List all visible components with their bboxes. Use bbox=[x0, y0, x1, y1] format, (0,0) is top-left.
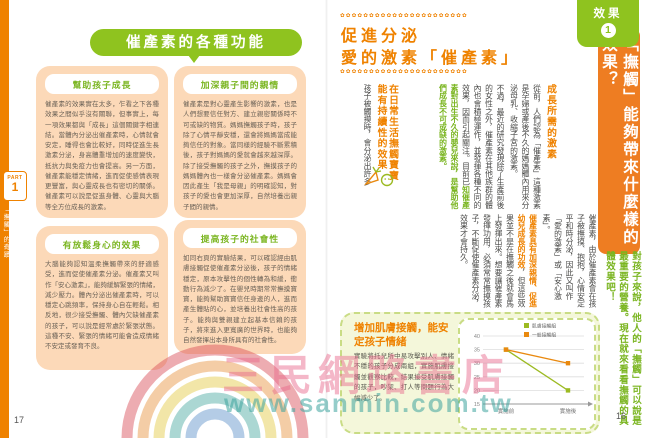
highlighted-text-green: 知催產素對出生不久的嬰兒來說，是幫助他們成長不可或缺的激素。 bbox=[438, 84, 471, 209]
chapter-intro-text: 對孩子來說，他人的「撫觸」可以說是最重要的營養。現在就來看看撫觸的具體效果吧！ bbox=[604, 251, 641, 427]
part-number: 1 bbox=[11, 180, 19, 194]
effect-badge-number: 1 bbox=[600, 23, 616, 38]
chapter-vertical-title: 「撫觸」能夠帶來什麼樣的效果？ bbox=[600, 36, 638, 246]
box-body: 催產素是對心靈產生影響的激素，也是人們想要信任對方、建立親密關係時不可或缺的物質… bbox=[183, 101, 297, 211]
benefit-box-social: 提高孩子的社會性 如同右頁的實驗結果，可以確認經由肌膚接觸促使催產素分泌後，孩子… bbox=[174, 220, 306, 354]
part-tab: PART 1 bbox=[3, 171, 27, 201]
left-page-banner: 催產素的各種功能 bbox=[90, 29, 302, 56]
experiment-title: 增加肌膚接觸，能安定孩子情緒 bbox=[354, 322, 449, 349]
ornament-row-top: ✿✿✿✿✿✿✿✿✿✿✿✿✿✿✿✿✿✿✿✿✿✿ bbox=[340, 13, 468, 19]
love-hormone-column-block: 催產素，由於催產素會在孩子被撫摸、抱抱，心情安定平和時分泌，因此又叫作「愛的激素… bbox=[402, 214, 600, 308]
right-page-title-line1: 促進分泌 bbox=[341, 28, 422, 45]
part-edge-strip bbox=[0, 0, 9, 438]
paragraph-text: ，但這些效果並不是在撫觸之後就會馬上發揮出來。想要讓催產素發揮功用，必須常常撫摸… bbox=[459, 214, 527, 308]
paragraph: 從前，人們認為「催產素」這種激素是孕婦或產後不久的媽媽體內用來分泌母乳、收縮子宮… bbox=[509, 84, 542, 209]
paragraph: 孩子被觸摸時，會分泌出許多 bbox=[363, 84, 372, 186]
chart-panel: 15 20 25 30 35 40 實施前 實施後 肌膚接觸組一般接觸組 bbox=[458, 318, 596, 430]
svg-text:25: 25 bbox=[474, 375, 480, 381]
paragraph: 催產素具有加深親情、促進幼兒成長的功效，但這些效果並不是在撫觸之後就會馬上發揮出… bbox=[458, 214, 539, 308]
box-body: 催產素的效果實在太多，乍看之下各種效果之間似乎沒有關聯，但事實上，每一項效果都與… bbox=[45, 101, 159, 211]
svg-text:20: 20 bbox=[474, 388, 480, 394]
right-page-title-line2: 愛的激素「催產素」 bbox=[341, 50, 522, 67]
svg-text:一般接觸組: 一般接觸組 bbox=[532, 332, 556, 339]
svg-text:實施後: 實施後 bbox=[560, 407, 577, 415]
growth-hormone-column-block: 成長所需的激素 從前，人們認為「催產素」這種激素是孕婦或產後不久的媽媽體內用來分… bbox=[400, 84, 557, 210]
part-label: PART bbox=[7, 175, 23, 181]
daily-touch-column-block: 在日常生活撫觸寶寶 能有持續性的效果 孩子被觸摸時，會分泌出許多 bbox=[336, 84, 398, 210]
benefit-box-relax: 有放鬆身心的效果 大腦能夠認知溫柔撫觸帶來的舒適感受，進而促使催產素分泌。催產素… bbox=[36, 226, 168, 370]
paragraph-text: 不過，最近的研究發現除了生產前後的女性之外，催產素在其他族群的體內也會積極運作，… bbox=[461, 84, 506, 209]
baby-carrot-illustration bbox=[363, 166, 394, 187]
svg-text:30: 30 bbox=[474, 361, 480, 367]
box-heading: 有放鬆身心的效果 bbox=[45, 234, 159, 254]
paragraph: 不過，最近的研究發現除了生產前後的女性之外，催產素在其他族群的體內也會積極運作，… bbox=[437, 84, 506, 210]
svg-text:40: 40 bbox=[474, 334, 480, 340]
vertical-title-strip bbox=[598, 28, 640, 254]
banner-notch bbox=[188, 55, 200, 69]
effect-badge-label: 效果 bbox=[593, 8, 623, 20]
page-seam bbox=[325, 0, 328, 438]
heading-line: 能有持續性的效果 bbox=[375, 84, 387, 171]
box-body: 大腦能夠認知溫柔撫觸帶來的舒適感受，進而促使催產素分泌。催產素又叫作「安心激素」… bbox=[45, 261, 159, 351]
svg-text:肌膚接觸組: 肌膚接觸組 bbox=[532, 323, 556, 330]
ornament-row-bottom: ✿✿✿✿✿✿✿✿✿✿✿✿✿✿✿✿✿✿✿✿✿✿ bbox=[340, 69, 468, 75]
box-heading: 加深親子間的親情 bbox=[183, 74, 297, 94]
section-heading-growth: 成長所需的激素 bbox=[545, 84, 556, 160]
page-number-left: 17 bbox=[14, 415, 25, 425]
box-heading: 幫助孩子成長 bbox=[45, 74, 159, 94]
benefit-box-growth: 幫助孩子成長 催產素的效果實在太多，乍看之下各種效果之間似乎沒有關聯，但事實上，… bbox=[36, 66, 168, 218]
svg-text:35: 35 bbox=[474, 348, 480, 354]
section-heading-daily: 在日常生活撫觸寶寶 能有持續性的效果 bbox=[376, 84, 399, 181]
svg-text:實施前: 實施前 bbox=[498, 407, 515, 415]
experiment-description: 實驗將托兒所中易攻擊別人、情緒不穩的孩子分成兩組，實施肌膚接觸並觀察比較，結果接… bbox=[354, 353, 454, 402]
svg-text:15: 15 bbox=[474, 402, 480, 408]
part-title: 「撫觸」的奇蹟 bbox=[2, 206, 9, 259]
effect-number-badge: 效果 1 bbox=[577, 0, 639, 47]
highlighted-text-orange: 催產素具有加深親情、促進幼兒成長的功效 bbox=[517, 214, 538, 308]
heading-line: 在日常生活撫觸寶寶 bbox=[387, 84, 398, 182]
paragraph: 催產素，由於催產素會在孩子被撫摸、抱抱，心情安定平和時分泌，因此又叫作「愛的激素… bbox=[542, 214, 597, 308]
page-number-right: 16 bbox=[616, 411, 627, 421]
box-heading: 提高孩子的社會性 bbox=[183, 228, 297, 248]
box-body: 如同右頁的實驗結果，可以確認經由肌膚接觸促使催產素分泌後，孩子的情緒穩定，原本攻… bbox=[183, 255, 297, 345]
benefit-box-bonding: 加深親子間的親情 催產素是對心靈產生影響的激素，也是人們想要信任對方、建立親密關… bbox=[174, 66, 306, 218]
